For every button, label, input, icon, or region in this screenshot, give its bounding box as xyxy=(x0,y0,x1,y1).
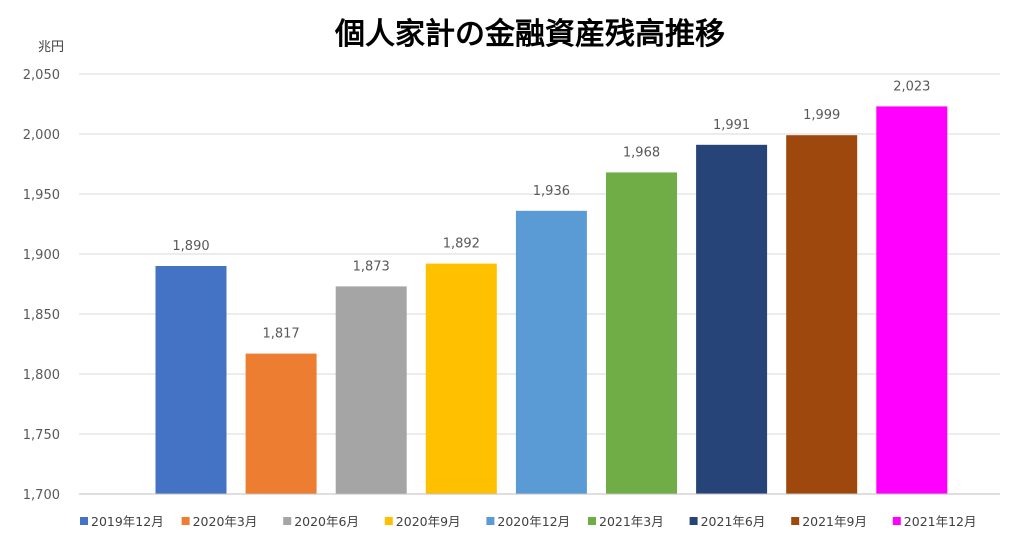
data-label: 1,873 xyxy=(353,259,390,274)
y-tick-label: 1,700 xyxy=(23,488,60,503)
bar xyxy=(245,353,317,494)
bar xyxy=(696,144,768,495)
bars xyxy=(155,106,948,495)
bar xyxy=(786,135,858,494)
data-label: 1,991 xyxy=(713,118,750,133)
y-tick-label: 2,000 xyxy=(23,128,60,143)
bar xyxy=(425,263,497,494)
legend-swatch xyxy=(80,517,88,525)
y-axis-tick-labels: 1,700 1,750 1,800 1,850 1,900 1,950 2,000 2,050 xyxy=(23,68,60,503)
data-label: 1,936 xyxy=(533,184,570,199)
y-axis-unit-label: 兆円 xyxy=(38,40,64,55)
legend-label: 2020年12月 xyxy=(497,514,570,529)
y-tick-label: 1,850 xyxy=(23,308,60,323)
legend-swatch xyxy=(892,517,901,525)
bar xyxy=(515,210,587,495)
legend-label: 2021年9月 xyxy=(802,514,867,529)
legend-label: 2020年3月 xyxy=(193,514,258,529)
y-tick-label: 1,900 xyxy=(23,248,60,263)
data-label: 1,892 xyxy=(443,237,480,252)
bar xyxy=(876,106,948,495)
data-label: 1,817 xyxy=(262,327,299,342)
legend: 2019年12月 2020年3月 2020年6月 2020年9月 2020年12月 202… xyxy=(80,514,977,529)
legend-swatch xyxy=(486,517,495,525)
legend-swatch xyxy=(689,517,698,525)
legend-label: 2020年9月 xyxy=(396,514,461,529)
legend-swatch xyxy=(283,517,292,525)
legend-swatch xyxy=(791,517,800,525)
y-tick-label: 2,050 xyxy=(23,68,60,83)
data-labels: 1,890 1,817 1,873 1,892 1,936 1,968 1,991 1,999… xyxy=(172,79,930,341)
legend-label: 2019年12月 xyxy=(91,514,164,529)
legend-label: 2021年6月 xyxy=(701,514,766,529)
legend-label: 2021年3月 xyxy=(599,514,664,529)
bar xyxy=(155,266,227,494)
legend-label: 2020年6月 xyxy=(294,514,359,529)
y-tick-label: 1,750 xyxy=(23,428,60,443)
legend-swatch xyxy=(384,517,393,525)
legend-label: 2021年12月 xyxy=(904,514,977,529)
data-label: 1,999 xyxy=(803,108,840,123)
legend-swatch xyxy=(588,517,596,525)
chart-title: 個人家計の金融資産残高推移 xyxy=(334,17,725,52)
y-tick-label: 1,950 xyxy=(23,188,60,203)
y-tick-label: 1,800 xyxy=(23,368,60,383)
bar xyxy=(335,286,407,494)
data-label: 1,890 xyxy=(172,239,209,254)
data-label: 1,968 xyxy=(623,145,660,160)
bar xyxy=(606,172,677,494)
legend-swatch xyxy=(181,517,190,525)
data-label: 2,023 xyxy=(893,79,930,94)
